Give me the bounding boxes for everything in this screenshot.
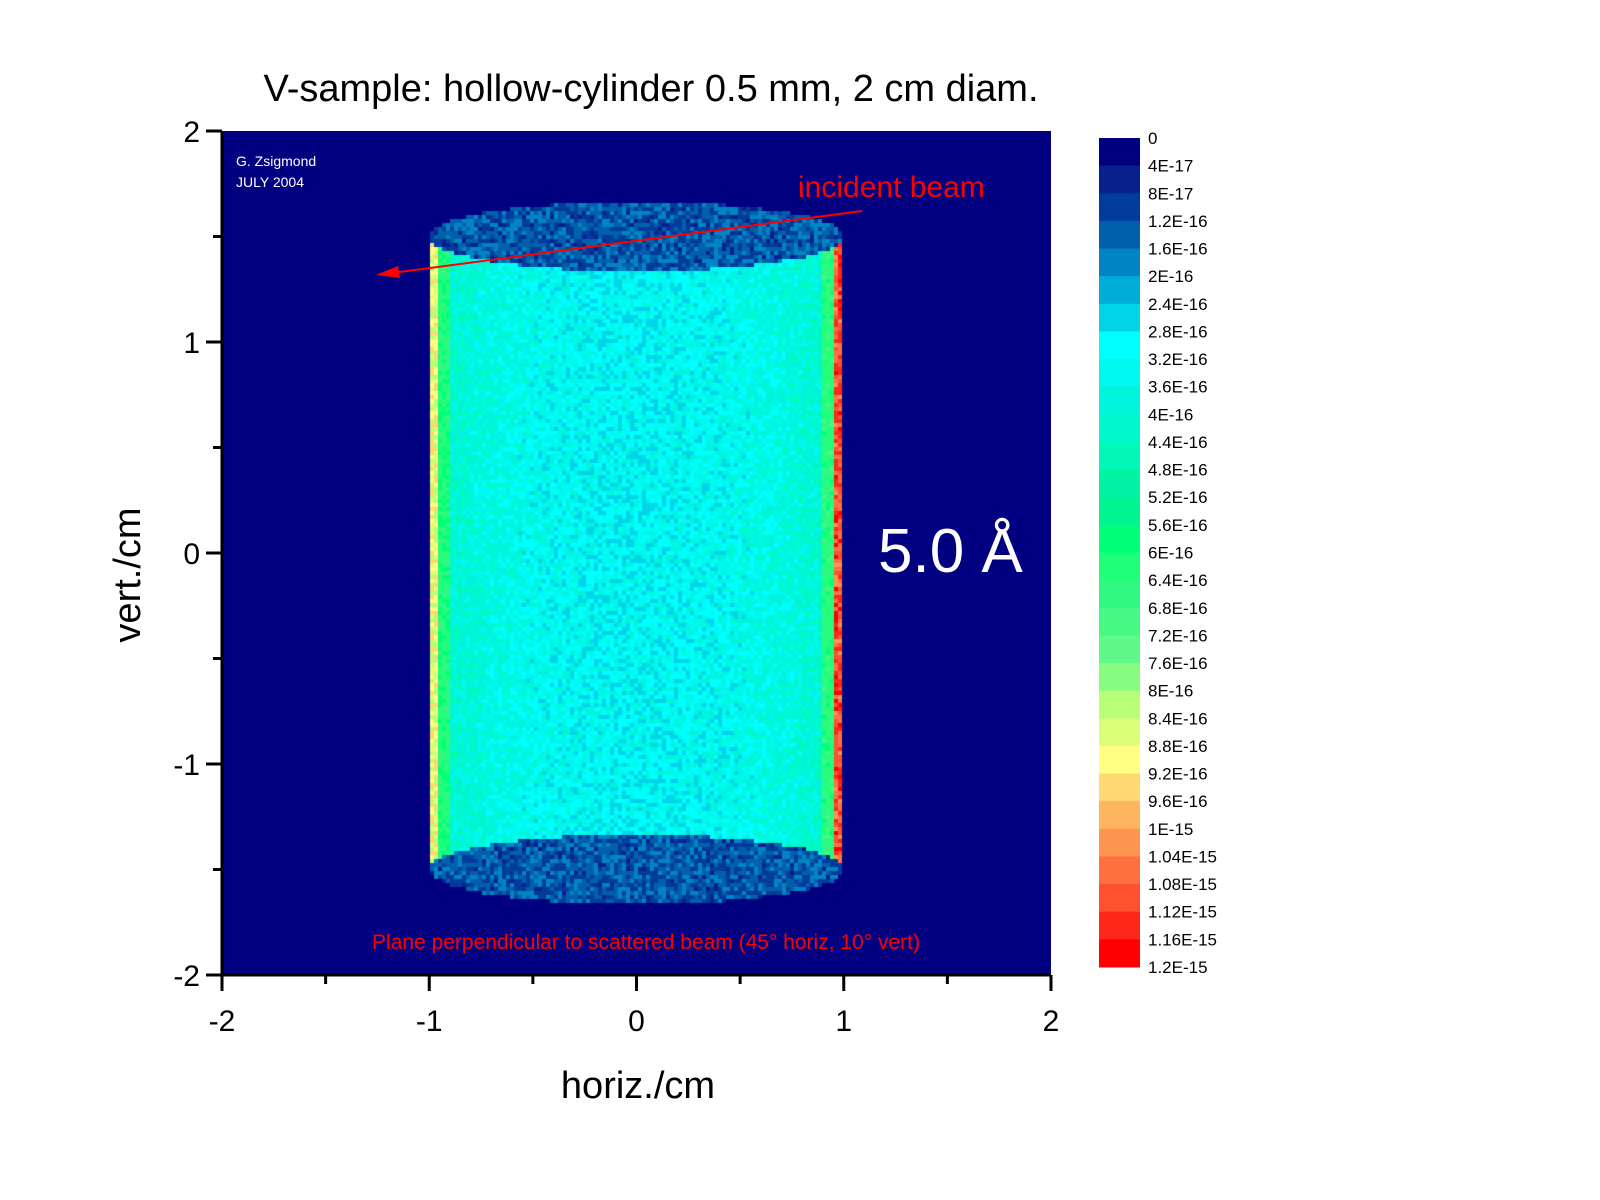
colorbar-label: 2.8E-16 (1148, 322, 1208, 341)
y-tick-label: 1 (183, 327, 200, 360)
colorbar-label: 1.16E-15 (1148, 930, 1217, 949)
x-tick-label: 2 (1043, 1005, 1060, 1038)
colorbar-label: 8.8E-16 (1148, 737, 1208, 756)
colorbar-band (1099, 690, 1140, 719)
colorbar-label: 6E-16 (1148, 544, 1193, 563)
colorbar-label: 8E-17 (1148, 184, 1193, 203)
colorbar-label: 1.04E-15 (1148, 847, 1217, 866)
author-annotation: G. Zsigmond (236, 153, 316, 169)
colorbar-label: 4.8E-16 (1148, 461, 1208, 480)
colorbar-label: 7.6E-16 (1148, 654, 1208, 673)
colorbar-band (1099, 911, 1140, 940)
colorbar-band (1099, 414, 1140, 443)
colorbar-band (1099, 441, 1140, 471)
colorbar-label: 4.4E-16 (1148, 433, 1208, 452)
colorbar-label: 1E-15 (1148, 820, 1193, 839)
colorbar-band (1099, 193, 1140, 222)
arrowhead-icon (376, 266, 400, 278)
x-tick-label: 1 (835, 1005, 852, 1038)
x-tick-label: 0 (628, 1005, 645, 1038)
colorbar-band (1099, 331, 1140, 360)
colorbar-band (1099, 828, 1140, 857)
y-tick-label: -2 (173, 960, 200, 993)
incident-beam-label: incident beam (798, 171, 985, 204)
colorbar-band (1099, 497, 1140, 526)
colorbar-label: 1.2E-15 (1148, 958, 1208, 977)
colorbar-label: 1.6E-16 (1148, 240, 1208, 259)
colorbar-band (1099, 884, 1140, 913)
colorbar-band (1099, 580, 1140, 609)
colorbar-label: 3.2E-16 (1148, 350, 1208, 369)
colorbar-label: 6.4E-16 (1148, 571, 1208, 590)
wavelength-label: 5.0 Å (878, 517, 1023, 586)
y-axis-label: vert./cm (107, 507, 149, 642)
colorbar-label: 6.8E-16 (1148, 599, 1208, 618)
colorbar-label: 0 (1148, 129, 1157, 148)
colorbar-label: 9.2E-16 (1148, 765, 1208, 784)
y-tick-label: 0 (183, 538, 200, 571)
colorbar-label: 3.6E-16 (1148, 378, 1208, 397)
colorbar-band (1099, 386, 1140, 415)
chart-title: V-sample: hollow-cylinder 0.5 mm, 2 cm d… (263, 68, 1038, 110)
colorbar-band (1099, 359, 1140, 388)
colorbar-band (1099, 856, 1140, 885)
colorbar-band (1099, 663, 1140, 692)
colorbar-label: 8E-16 (1148, 682, 1193, 701)
colorbar-band (1099, 801, 1140, 830)
colorbar-band (1099, 773, 1140, 802)
colorbar-band (1099, 745, 1140, 775)
y-tick-label: 2 (183, 116, 200, 149)
x-axis-label: horiz./cm (561, 1065, 715, 1107)
colorbar-band (1099, 939, 1140, 968)
colorbar-band (1099, 635, 1140, 664)
colorbar-label: 1.08E-15 (1148, 875, 1217, 894)
date-annotation: JULY 2004 (236, 174, 304, 190)
colorbar-label: 7.2E-16 (1148, 626, 1208, 645)
plane-note: Plane perpendicular to scattered beam (4… (372, 931, 920, 954)
x-tick-label: -2 (209, 1005, 236, 1038)
colorbar-label: 5.2E-16 (1148, 488, 1208, 507)
colorbar-band (1099, 552, 1140, 581)
colorbar-band (1099, 303, 1140, 332)
colorbar-band (1099, 248, 1140, 277)
incident-beam-arrow (391, 210, 863, 274)
colorbar-label: 1.2E-16 (1148, 212, 1208, 231)
colorbar-band (1099, 138, 1140, 167)
colorbar-band (1099, 276, 1140, 305)
colorbar-band (1099, 165, 1140, 194)
colorbar-band (1099, 607, 1140, 636)
colorbar-band (1099, 524, 1140, 553)
colorbar-band (1099, 718, 1140, 747)
colorbar-label: 5.6E-16 (1148, 516, 1208, 535)
colorbar-label: 2E-16 (1148, 267, 1193, 286)
colorbar-label: 2.4E-16 (1148, 295, 1208, 314)
colorbar-label: 4E-16 (1148, 405, 1193, 424)
colorbar-label: 4E-17 (1148, 157, 1193, 176)
colorbar-label: 8.4E-16 (1148, 709, 1208, 728)
heatmap-image (222, 131, 1051, 975)
colorbar-label: 9.6E-16 (1148, 792, 1208, 811)
colorbar-band (1099, 469, 1140, 498)
colorbar-band (1099, 220, 1140, 250)
x-tick-label: -1 (416, 1005, 443, 1038)
colorbar-label: 1.12E-15 (1148, 903, 1217, 922)
y-tick-label: -1 (173, 749, 200, 782)
